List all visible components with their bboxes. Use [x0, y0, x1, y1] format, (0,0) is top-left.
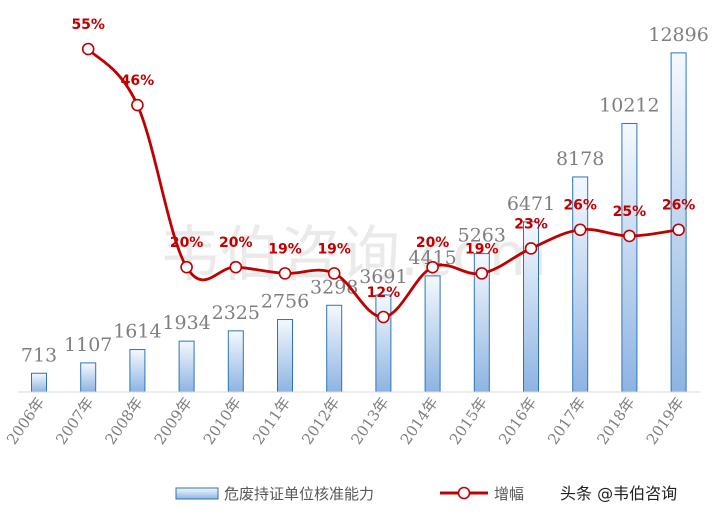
- growth-value-label: 19%: [465, 241, 499, 257]
- bar-value-label: 4415: [408, 247, 456, 269]
- bar-value-label: 2325: [212, 302, 260, 324]
- legend-bar-swatch: [175, 487, 219, 500]
- bar-value-label: 5263: [458, 225, 506, 247]
- legend-line-marker: [457, 486, 471, 500]
- x-tick-label: 2016年: [495, 394, 540, 448]
- growth-value-label: 19%: [268, 241, 302, 257]
- x-tick-label: 2010年: [200, 394, 245, 448]
- legend: 危废持证单位核准能力 增幅: [175, 485, 524, 503]
- growth-point: [327, 267, 341, 280]
- growth-value-label: 26%: [563, 198, 597, 214]
- x-tick-label: 2011年: [249, 394, 294, 448]
- bar-value-label: 10212: [599, 94, 659, 116]
- growth-value-label: 12%: [367, 285, 401, 301]
- x-tick-label: 2018年: [593, 394, 638, 448]
- x-tick-label: 2007年: [52, 394, 97, 448]
- legend-bar-label: 危废持证单位核准能力: [224, 485, 374, 503]
- bar-value-label: 3691: [359, 266, 407, 288]
- growth-point: [81, 42, 95, 56]
- growth-value-label: 23%: [514, 216, 548, 232]
- growth-value-label: 20%: [219, 235, 253, 251]
- x-tick-label: 2017年: [544, 394, 589, 448]
- growth-point: [131, 98, 144, 112]
- bar-2007年: [80, 362, 97, 393]
- growth-point: [475, 267, 489, 280]
- line-layer: 55% 46% 20% 20% 19% 19% 12% 20% 19% 23% 26% 25% 26%: [71, 17, 696, 324]
- x-tick-label: 2008年: [101, 394, 146, 448]
- source-credit: 头条 @韦伯咨询: [560, 484, 677, 503]
- bar-value-label: 2756: [261, 291, 309, 313]
- growth-value-label: 46%: [121, 73, 155, 89]
- growth-value-label: 25%: [613, 204, 647, 220]
- x-tick-label: 2014年: [397, 394, 442, 448]
- growth-point: [180, 260, 193, 274]
- x-tick-label: 2019年: [643, 394, 688, 448]
- growth-point: [229, 260, 243, 274]
- growth-point: [377, 310, 390, 324]
- bar-2006年: [31, 372, 47, 393]
- bar-2019年: [670, 52, 687, 393]
- bar-value-label: 12896: [648, 24, 708, 46]
- x-ticks-layer: 2006年 2007年 2008年 2009年 2010年 2011年 2012年 2013年…: [3, 394, 688, 448]
- growth-point: [426, 260, 439, 274]
- bar-2018年: [621, 122, 638, 393]
- bar-value-label: 8178: [556, 148, 604, 170]
- growth-value-label: 20%: [416, 235, 450, 251]
- bar-value-label: 6471: [507, 193, 555, 215]
- legend-line-label: 增幅: [494, 485, 524, 503]
- growth-point: [278, 267, 292, 280]
- growth-point: [573, 223, 587, 237]
- x-tick-label: 2006年: [3, 394, 48, 448]
- bar-2008年: [129, 349, 146, 393]
- x-tick-label: 2013年: [347, 394, 392, 448]
- x-tick-label: 2012年: [298, 394, 343, 448]
- x-tick-label: 2009年: [151, 394, 196, 448]
- growth-value-label: 20%: [170, 235, 204, 251]
- growth-point: [672, 223, 685, 237]
- bar-value-label: 1614: [113, 321, 161, 343]
- bar-value-label: 713: [21, 344, 57, 366]
- bar-value-label: 1934: [162, 312, 210, 334]
- growth-point: [524, 242, 538, 255]
- bar-2014年: [424, 275, 441, 393]
- bar-2013年: [375, 294, 392, 393]
- bar-2012年: [326, 304, 343, 393]
- growth-value-label: 55%: [71, 17, 105, 33]
- bar-2009年: [178, 340, 195, 393]
- bar-value-label: 1107: [64, 334, 112, 356]
- x-tick-label: 2015年: [446, 394, 491, 448]
- bar-2011年: [277, 319, 293, 393]
- growth-point: [623, 229, 636, 243]
- growth-value-label: 26%: [662, 198, 696, 214]
- bar-2010年: [227, 330, 244, 393]
- growth-value-label: 19%: [317, 241, 351, 257]
